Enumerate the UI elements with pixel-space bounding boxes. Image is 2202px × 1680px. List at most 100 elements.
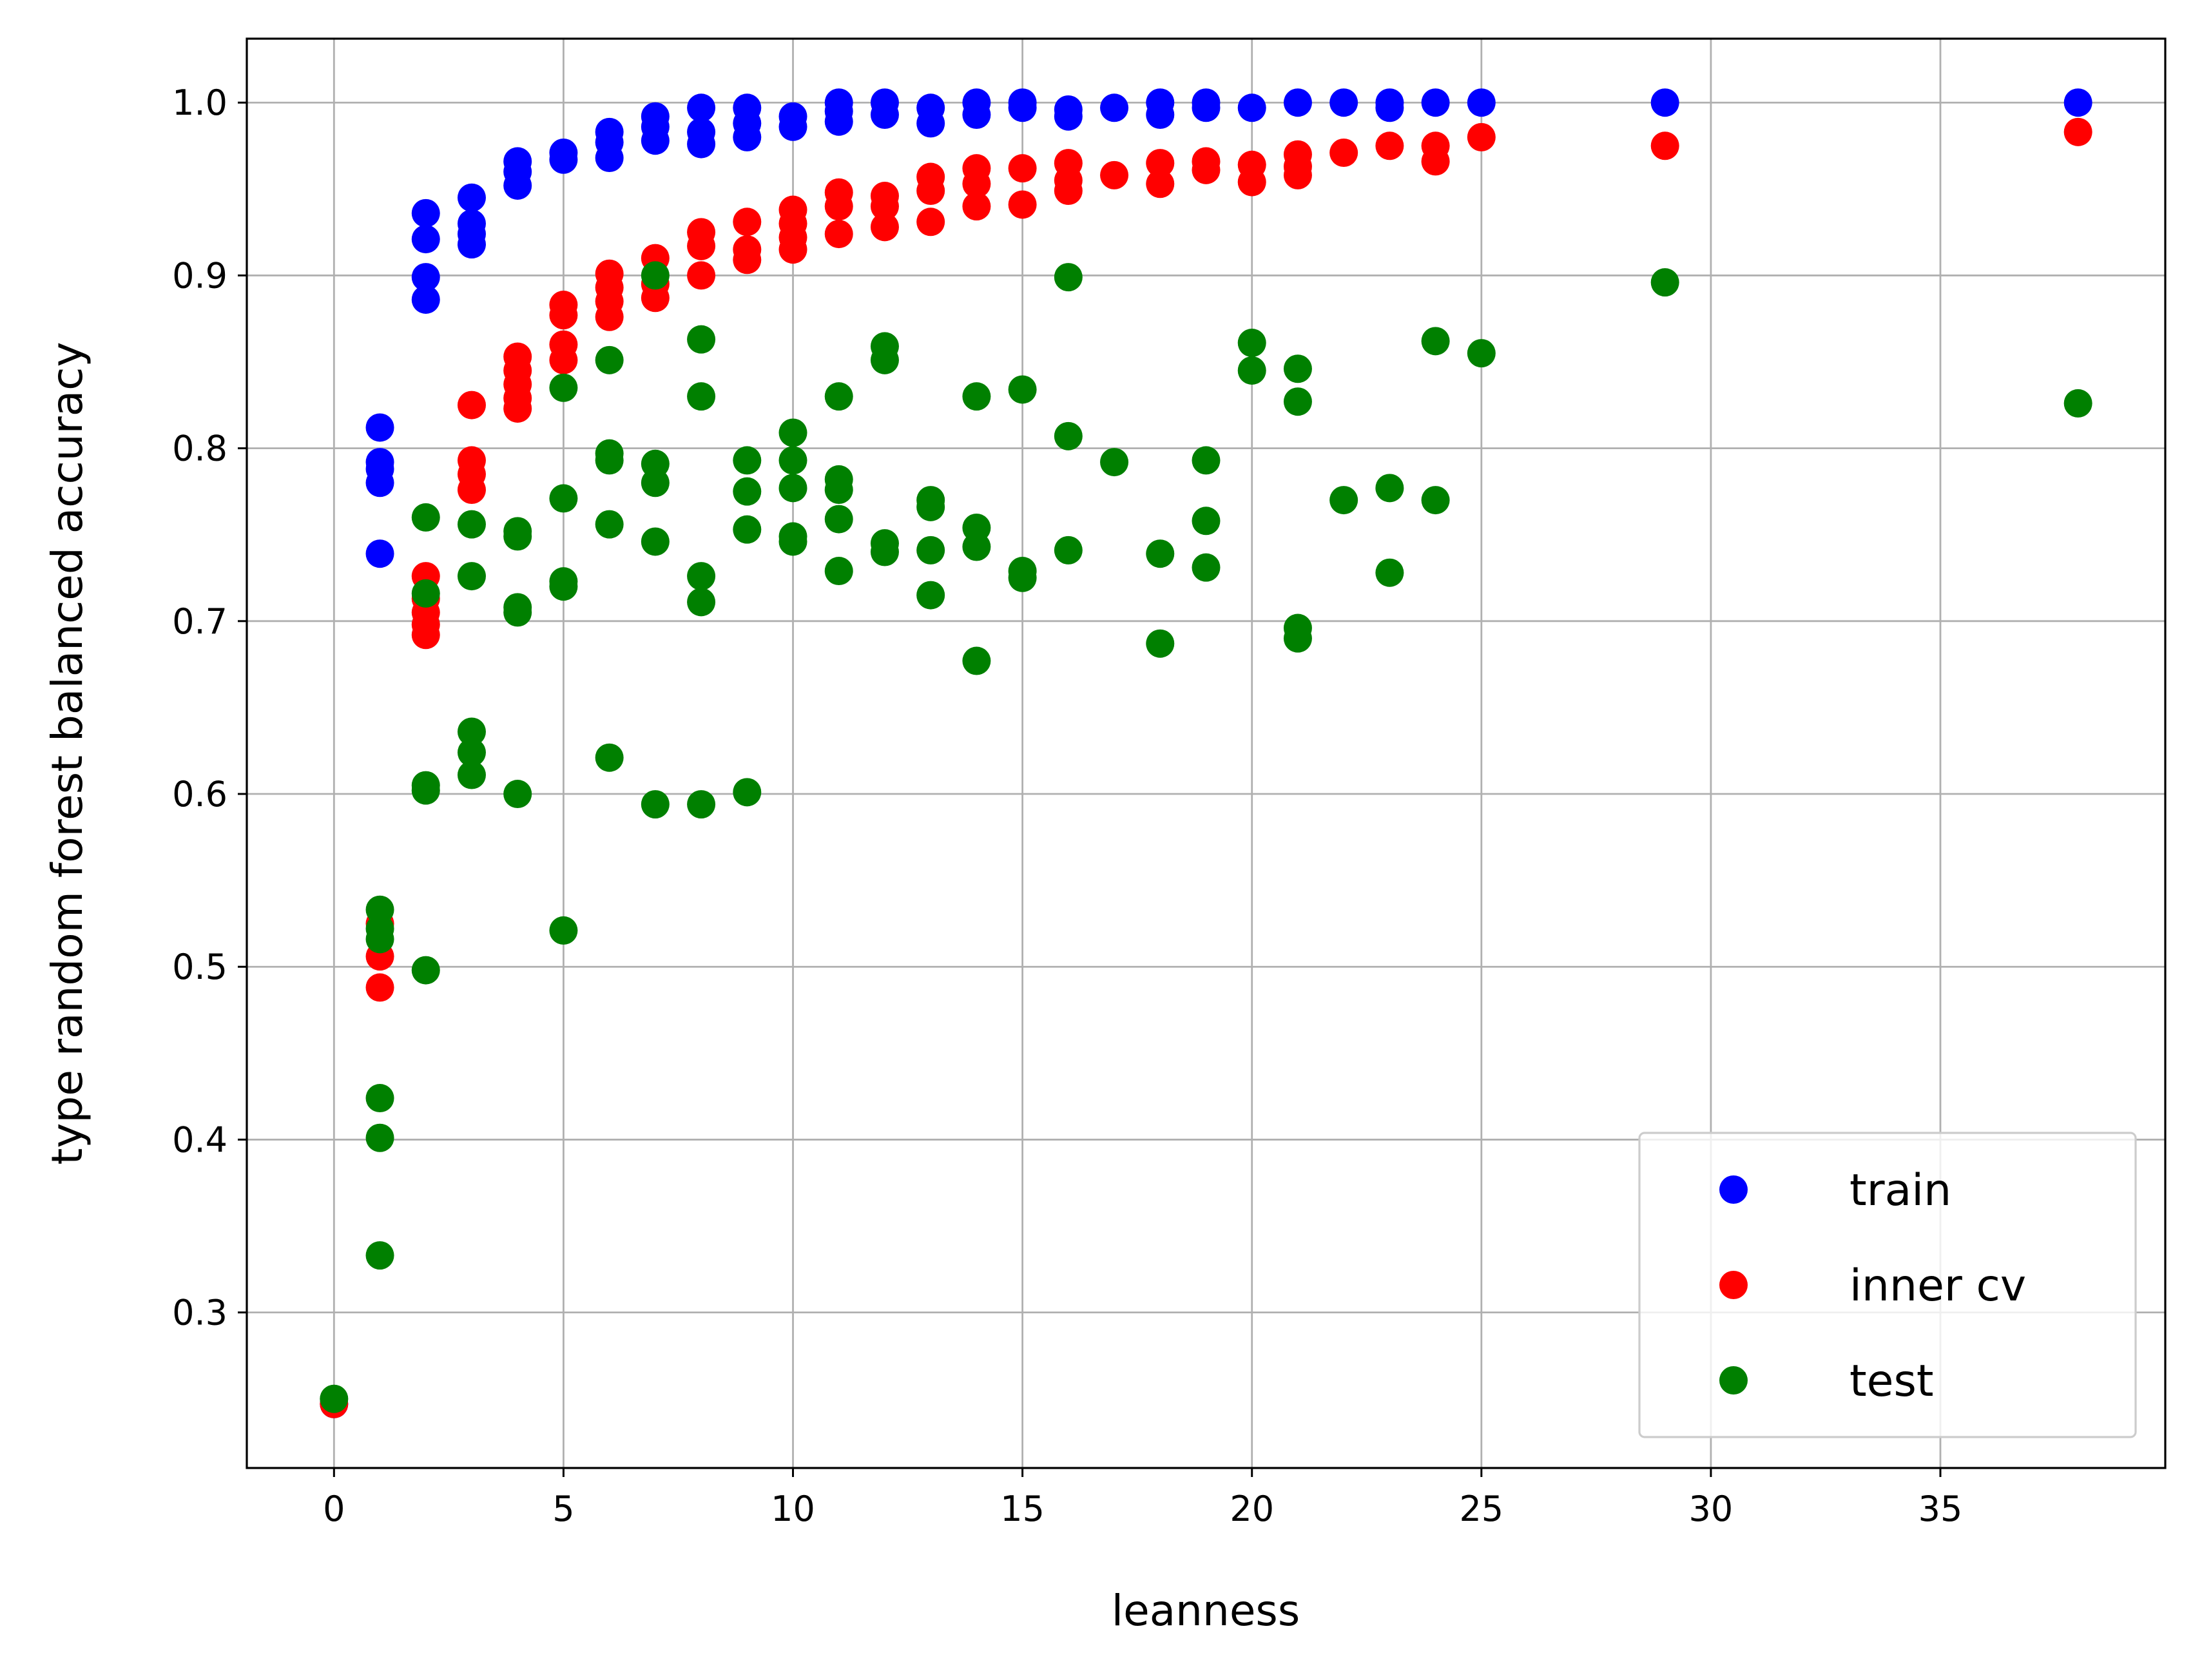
- point-test: [1054, 263, 1083, 292]
- point-inner-cv: [1467, 122, 1496, 151]
- point-test: [778, 418, 807, 447]
- point-test: [687, 325, 716, 354]
- point-test: [824, 382, 853, 411]
- point-inner-cv: [1146, 169, 1175, 198]
- legend-label-inner-cv: inner cv: [1849, 1260, 2026, 1311]
- legend: train inner cv test: [1638, 1132, 2137, 1438]
- point-test: [1008, 563, 1037, 592]
- point-inner-cv: [549, 345, 578, 374]
- point-test: [503, 522, 532, 551]
- y-tick-label: 1.0: [172, 82, 227, 123]
- point-train: [365, 413, 394, 442]
- point-test: [1146, 629, 1175, 658]
- point-test: [1421, 327, 1450, 356]
- point-test: [824, 557, 853, 586]
- point-train: [1375, 93, 1404, 122]
- point-inner-cv: [1421, 147, 1450, 176]
- point-test: [641, 790, 670, 819]
- data-points: [320, 88, 2092, 1418]
- point-test: [2063, 389, 2092, 418]
- point-test: [549, 373, 578, 402]
- point-train: [1283, 88, 1312, 117]
- legend-box: [1638, 1132, 2137, 1438]
- point-train: [365, 539, 394, 568]
- point-test: [1283, 387, 1312, 416]
- point-train: [457, 183, 486, 212]
- point-inner-cv: [1054, 177, 1083, 206]
- point-train: [1008, 93, 1037, 122]
- point-train: [1237, 93, 1266, 122]
- point-test: [457, 562, 486, 591]
- point-test: [320, 1384, 349, 1413]
- x-tick-label: 20: [1230, 1489, 1274, 1529]
- legend-label-train: train: [1849, 1165, 1951, 1216]
- point-test: [411, 956, 440, 985]
- point-test: [549, 484, 578, 513]
- point-test: [1008, 375, 1037, 404]
- point-train: [595, 144, 624, 173]
- point-test: [411, 503, 440, 532]
- legend-marker-train: [1719, 1175, 1748, 1204]
- point-inner-cv: [1192, 155, 1221, 184]
- point-inner-cv: [1100, 160, 1129, 189]
- point-test: [1100, 448, 1129, 477]
- point-test: [457, 717, 486, 746]
- point-inner-cv: [1237, 168, 1266, 197]
- point-inner-cv: [1375, 131, 1404, 160]
- x-axis-label: leanness: [1112, 1586, 1300, 1636]
- point-inner-cv: [595, 302, 624, 331]
- point-inner-cv: [687, 231, 716, 260]
- point-test: [1237, 329, 1266, 358]
- point-inner-cv: [549, 301, 578, 330]
- point-test: [1192, 446, 1221, 475]
- point-train: [1329, 88, 1358, 117]
- point-test: [595, 446, 624, 475]
- point-inner-cv: [962, 192, 991, 221]
- point-test: [1237, 356, 1266, 385]
- point-inner-cv: [733, 246, 762, 275]
- point-inner-cv: [2063, 117, 2092, 146]
- point-test: [870, 345, 899, 374]
- point-test: [687, 382, 716, 411]
- point-train: [778, 112, 807, 141]
- y-tick-label: 0.4: [172, 1119, 227, 1160]
- point-train: [1146, 101, 1175, 130]
- y-tick-label: 0.7: [172, 601, 227, 642]
- x-tick-label: 35: [1918, 1489, 1963, 1529]
- point-test: [549, 916, 578, 945]
- point-inner-cv: [457, 475, 486, 504]
- point-train: [687, 130, 716, 159]
- point-train: [1192, 93, 1221, 122]
- point-test: [1192, 507, 1221, 536]
- point-train: [1054, 102, 1083, 131]
- point-test: [1192, 553, 1221, 582]
- point-test: [916, 536, 945, 565]
- point-inner-cv: [870, 192, 899, 221]
- point-test: [870, 537, 899, 566]
- point-inner-cv: [1008, 190, 1037, 219]
- point-train: [411, 198, 440, 227]
- point-inner-cv: [962, 169, 991, 198]
- point-test: [549, 572, 578, 601]
- x-tick-label: 30: [1689, 1489, 1734, 1529]
- point-test: [1375, 474, 1404, 503]
- point-inner-cv: [824, 192, 853, 221]
- point-inner-cv: [916, 208, 945, 237]
- x-tick-label: 5: [552, 1489, 574, 1529]
- point-train: [411, 263, 440, 292]
- point-train: [457, 230, 486, 259]
- point-test: [457, 738, 486, 767]
- point-test: [962, 646, 991, 675]
- point-test: [733, 515, 762, 544]
- point-inner-cv: [411, 621, 440, 650]
- point-test: [1375, 558, 1404, 587]
- point-test: [824, 505, 853, 534]
- point-test: [687, 790, 716, 819]
- point-test: [778, 474, 807, 503]
- point-inner-cv: [916, 177, 945, 206]
- point-inner-cv: [365, 973, 394, 1002]
- point-test: [365, 925, 394, 954]
- point-test: [687, 588, 716, 617]
- point-test: [457, 760, 486, 789]
- point-train: [1421, 88, 1450, 117]
